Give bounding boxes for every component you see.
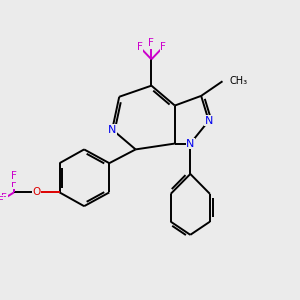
Text: O: O bbox=[32, 188, 40, 197]
Text: CH₃: CH₃ bbox=[230, 76, 248, 86]
Text: N: N bbox=[186, 139, 194, 148]
Text: F: F bbox=[160, 42, 166, 52]
Text: N: N bbox=[205, 116, 213, 126]
Text: F: F bbox=[137, 42, 142, 52]
Text: F: F bbox=[148, 38, 154, 48]
Text: N: N bbox=[108, 124, 116, 134]
Text: F: F bbox=[0, 196, 4, 206]
Text: F: F bbox=[11, 178, 17, 189]
Text: F: F bbox=[11, 171, 17, 181]
Text: F: F bbox=[1, 193, 7, 203]
